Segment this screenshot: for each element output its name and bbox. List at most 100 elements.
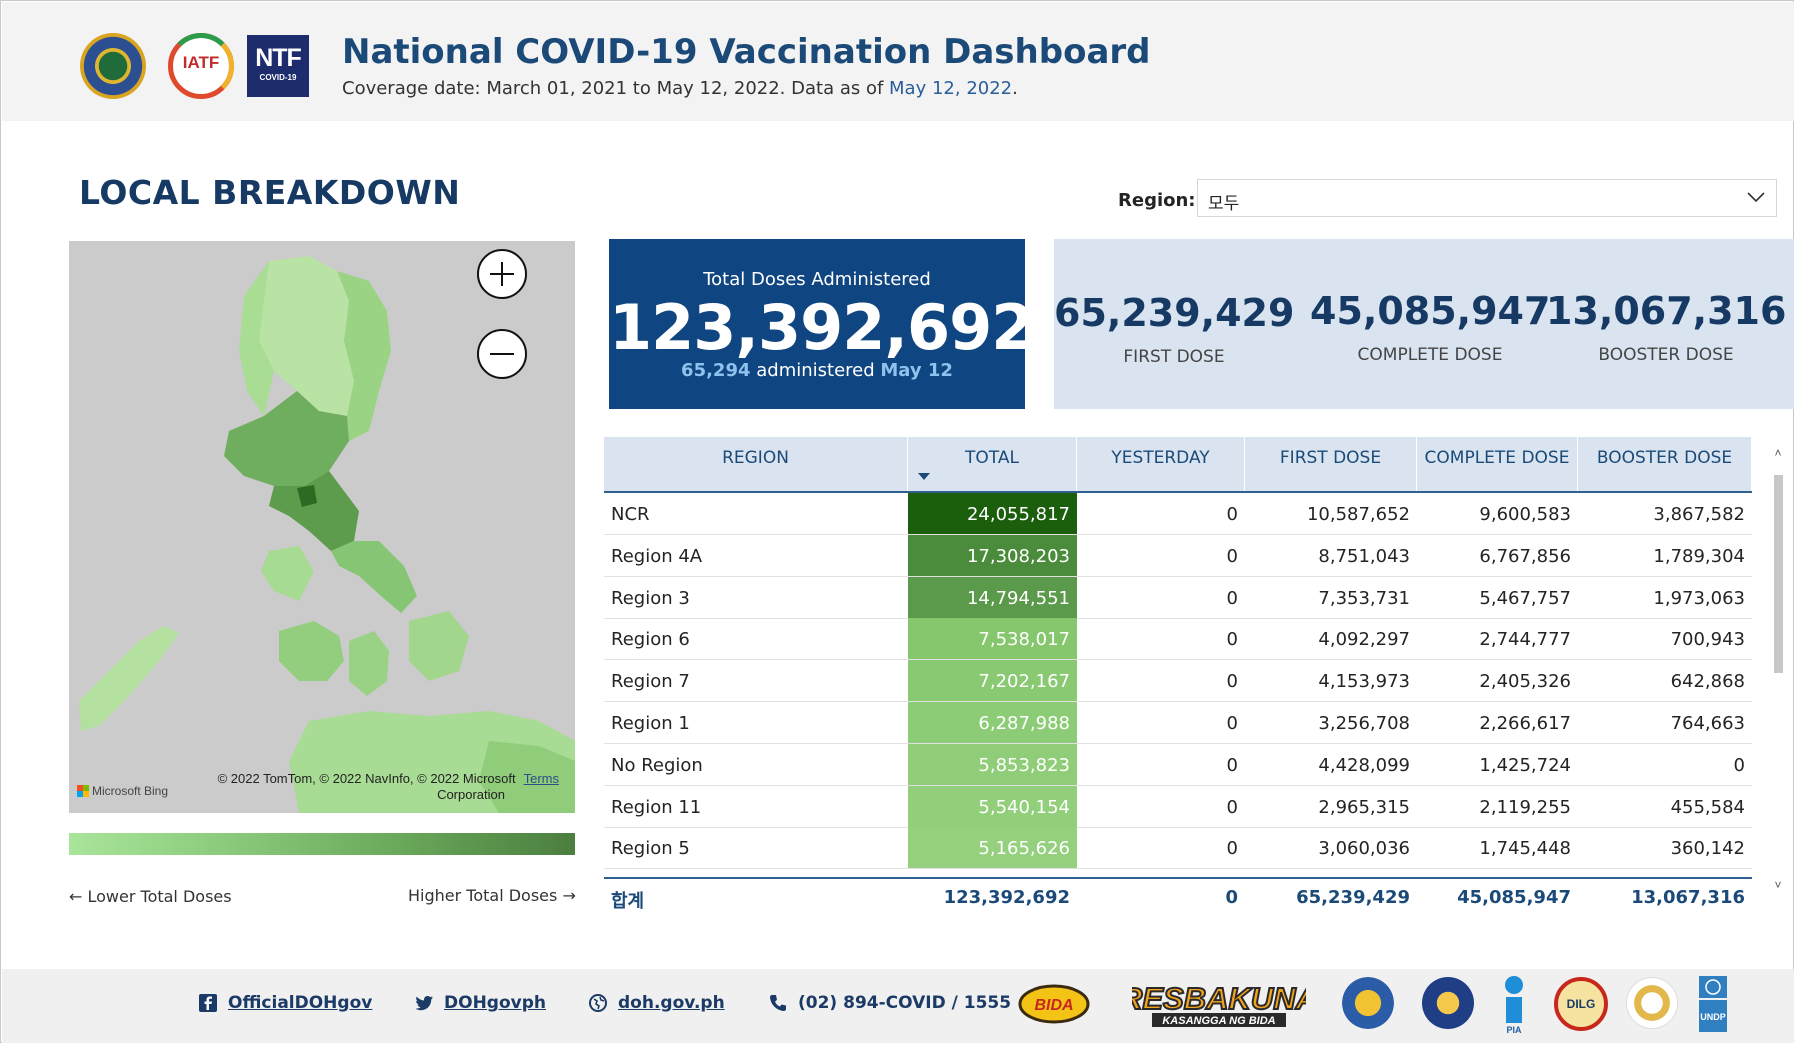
complete-dose-value: 45,085,947 — [1310, 289, 1551, 333]
complete-dose-kpi: 45,085,947 COMPLETE DOSE — [1310, 289, 1550, 365]
iatf-logo-text: IATF — [182, 53, 220, 72]
cell-total: 6,287,988 — [908, 702, 1077, 743]
table-row[interactable]: Region 4A 17,308,203 0 8,751,043 6,767,856 1,… — [604, 534, 1752, 577]
cell-booster-dose: 764,663 — [1670, 713, 1745, 734]
map-terms-link[interactable]: Terms — [523, 771, 559, 786]
col-header-yesterday[interactable]: YESTERDAY — [1077, 437, 1245, 491]
map-region-7[interactable] — [349, 631, 389, 696]
table-row[interactable]: Region 5 5,165,626 0 3,060,036 1,745,448 360,… — [604, 827, 1752, 870]
footer: OfficialDOHgov DOHgovph doh.gov.ph (02) … — [2, 969, 1794, 1043]
coverage-suffix: . — [1012, 78, 1018, 99]
cell-first-dose: 4,092,297 — [1318, 629, 1410, 651]
philippines-choropleth — [79, 256, 575, 813]
cell-booster-dose: 0 — [1733, 754, 1745, 776]
col-header-total[interactable]: TOTAL — [908, 437, 1077, 491]
cell-yesterday: 0 — [1226, 754, 1238, 776]
local-breakdown-title: LOCAL BREAKDOWN — [79, 173, 461, 212]
cell-total: 24,055,817 — [908, 493, 1077, 534]
footer-first-dose: 65,239,429 — [1296, 887, 1410, 908]
footer-label: 합계 — [611, 891, 645, 912]
col-header-complete-dose[interactable]: COMPLETE DOSE — [1417, 437, 1578, 491]
map-region-6[interactable] — [279, 621, 344, 681]
website-link[interactable]: doh.gov.ph — [588, 993, 725, 1013]
cell-yesterday: 0 — [1226, 671, 1238, 693]
undp-logo: UNDP — [1699, 976, 1727, 1032]
cell-complete-dose: 5,467,757 — [1479, 587, 1571, 609]
bida-logo: BIDA — [1018, 984, 1090, 1024]
agency-seal-logo — [1626, 977, 1678, 1029]
twitter-link[interactable]: DOHgovph — [414, 993, 546, 1013]
map-region-5[interactable] — [331, 541, 417, 613]
ntf-logo: NTF COVID-19 — [247, 35, 309, 97]
zoom-in-button[interactable] — [477, 249, 527, 299]
cell-region: NCR — [611, 504, 650, 525]
map-region-8[interactable] — [409, 611, 469, 681]
cell-region: Region 4A — [611, 545, 703, 567]
total-doses-label: Total Doses Administered — [703, 269, 931, 290]
microsoft-logo-icon — [77, 785, 89, 797]
map-region-ncr[interactable] — [297, 485, 317, 507]
col-header-booster-dose[interactable]: BOOSTER DOSE — [1578, 437, 1752, 491]
cell-booster-dose: 1,973,063 — [1653, 587, 1745, 609]
dilg-logo: DILG — [1554, 977, 1608, 1031]
hotline[interactable]: (02) 894-COVID / 1555 — [768, 993, 1011, 1013]
cell-first-dose: 3,060,036 — [1318, 838, 1410, 860]
cell-first-dose: 2,965,315 — [1318, 796, 1410, 818]
cell-booster-dose: 360,142 — [1670, 838, 1745, 860]
phone-icon — [770, 995, 786, 1011]
table-header: REGION TOTAL YESTERDAY FIRST DOSE COMPLE… — [604, 437, 1752, 493]
facebook-link[interactable]: OfficialDOHgov — [198, 993, 372, 1013]
map-region-2[interactable] — [337, 271, 391, 441]
table-scrollbar[interactable]: ˄ ˅ — [1769, 437, 1787, 899]
cell-complete-dose: 9,600,583 — [1479, 504, 1571, 525]
map-region-1[interactable] — [239, 261, 274, 416]
sort-desc-icon — [918, 473, 930, 480]
dose-breakdown-card: 65,239,429 FIRST DOSE 45,085,947 COMPLET… — [1054, 239, 1794, 409]
table-row[interactable]: Region 7 7,202,167 0 4,153,973 2,405,326 642,… — [604, 660, 1752, 703]
footer-total: 123,392,692 — [943, 887, 1070, 908]
cell-first-dose: 7,353,731 — [1318, 587, 1410, 609]
cell-yesterday: 0 — [1226, 713, 1238, 734]
booster-dose-label: BOOSTER DOSE — [1598, 345, 1734, 365]
map-region-4b[interactable] — [261, 546, 314, 601]
presidential-seal-logo — [1342, 977, 1394, 1029]
scroll-up-arrow-icon[interactable]: ˄ — [1774, 446, 1782, 460]
table-row[interactable]: NCR 24,055,817 0 10,587,652 9,600,583 3,867,5… — [604, 493, 1752, 535]
col-header-first-dose[interactable]: FIRST DOSE — [1245, 437, 1417, 491]
map-region-4a[interactable] — [269, 471, 359, 551]
region-dropdown[interactable]: 모두 — [1197, 179, 1777, 217]
daily-administered: 65,294 administered May 12 — [609, 360, 1025, 381]
map-region-car[interactable] — [259, 256, 354, 416]
scroll-down-arrow-icon[interactable]: ˅ — [1774, 878, 1782, 892]
cell-booster-dose: 1,789,304 — [1653, 545, 1745, 567]
map-region-palawan[interactable] — [79, 626, 179, 731]
cell-total: 5,853,823 — [908, 743, 1077, 785]
cell-total: 5,540,154 — [908, 785, 1077, 827]
cell-total: 14,794,551 — [908, 576, 1077, 618]
table-row[interactable]: Region 1 6,287,988 0 3,256,708 2,266,617 764,… — [604, 702, 1752, 744]
table-row[interactable]: Region 6 7,538,017 0 4,092,297 2,744,777 700,… — [604, 618, 1752, 661]
map-region-11[interactable] — [479, 741, 575, 813]
table-row[interactable]: Region 11 5,540,154 0 2,965,315 2,119,255 455… — [604, 785, 1752, 828]
resbakuna-tagline: KASANGGA NG BIDA — [1162, 1015, 1275, 1027]
cell-yesterday: 0 — [1226, 796, 1238, 818]
scroll-thumb[interactable] — [1774, 475, 1783, 673]
cell-complete-dose: 1,745,448 — [1479, 838, 1571, 860]
cell-first-dose: 4,428,099 — [1318, 754, 1410, 776]
total-doses-value: 123,392,692 — [609, 291, 1034, 364]
table-row[interactable]: Region 3 14,794,551 0 7,353,731 5,467,757 1,9… — [604, 576, 1752, 619]
chevron-down-icon — [1747, 192, 1765, 203]
map-region-3[interactable] — [224, 391, 349, 486]
cell-complete-dose: 2,266,617 — [1479, 713, 1571, 734]
col-header-region[interactable]: REGION — [604, 437, 908, 491]
facebook-icon — [199, 994, 217, 1012]
pia-logo-text: PIA — [1506, 1025, 1522, 1035]
footer-booster-dose: 13,067,316 — [1631, 887, 1745, 908]
table-row[interactable]: No Region 5,853,823 0 4,428,099 1,425,724 0 — [604, 743, 1752, 786]
cell-first-dose: 3,256,708 — [1318, 713, 1410, 734]
region-map[interactable]: Microsoft Bing © 2022 TomTom, © 2022 Nav… — [69, 241, 575, 813]
cell-region: Region 7 — [611, 671, 690, 693]
zoom-out-button[interactable] — [477, 329, 527, 379]
resbakuna-logo-text: RESBAKUNA — [1132, 981, 1306, 1016]
daily-text: administered — [750, 360, 881, 381]
